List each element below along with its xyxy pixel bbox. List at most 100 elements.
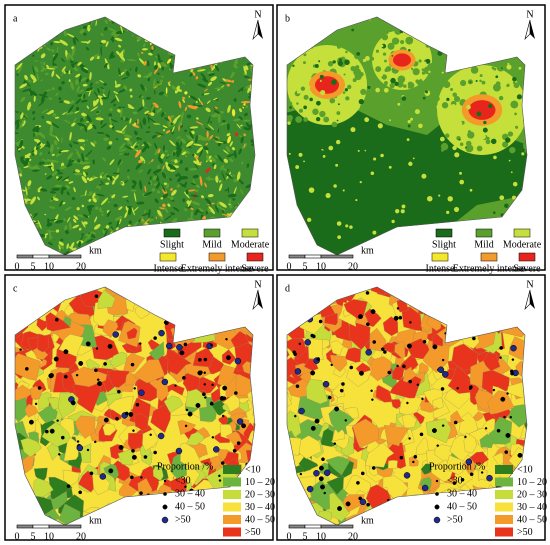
- legend-point-label: 30 – 40: [447, 488, 477, 499]
- terrain-patch: [157, 135, 161, 138]
- terrain-patch: [150, 180, 153, 185]
- terrain-patch: [25, 186, 28, 196]
- terrain-patch: [122, 129, 126, 133]
- terrain-patch: [134, 145, 139, 149]
- terrain-patch: [383, 87, 389, 93]
- terrain-patch: [227, 187, 230, 194]
- sample-point: [85, 341, 91, 347]
- unit-patch: [458, 411, 479, 436]
- terrain-patch: [318, 166, 324, 172]
- terrain-patch: [486, 177, 490, 182]
- terrain-patch: [412, 157, 415, 160]
- terrain-patch: [144, 107, 148, 109]
- terrain-patch: [69, 131, 72, 141]
- terrain-patch: [164, 214, 173, 221]
- sample-point: [184, 485, 187, 489]
- terrain-patch: [215, 205, 219, 213]
- terrain-patch: [19, 83, 28, 89]
- terrain-patch: [130, 189, 137, 192]
- sample-point: [408, 437, 411, 440]
- terrain-patch: [106, 175, 110, 178]
- unit-patch: [20, 437, 43, 458]
- terrain-patch: [99, 98, 103, 106]
- terrain-patch: [73, 187, 76, 193]
- terrain-patch: [87, 125, 93, 130]
- terrain-patch: [65, 230, 69, 235]
- terrain-patch: [117, 109, 122, 113]
- north-arrow-half: [524, 19, 531, 40]
- unit-patch: [369, 327, 387, 352]
- terrain-patch: [117, 106, 126, 109]
- terrain-patch: [185, 189, 189, 195]
- sample-point: [182, 376, 186, 380]
- mild-patch: [465, 144, 474, 153]
- terrain-patch: [192, 143, 203, 147]
- unit-patch: [37, 404, 58, 424]
- scale-segment: [48, 524, 82, 529]
- mild-patch: [400, 39, 405, 45]
- mild-patch: [421, 68, 425, 72]
- sample-point: [509, 369, 514, 374]
- terrain-patch: [27, 161, 31, 170]
- terrain-patch: [73, 172, 84, 176]
- terrain-patch: [54, 220, 64, 224]
- terrain-patch: [358, 207, 362, 211]
- terrain-patch: [309, 97, 313, 102]
- terrain-patch: [198, 97, 201, 103]
- terrain-patch: [319, 74, 324, 79]
- terrain-patch: [77, 122, 86, 127]
- terrain-patch: [16, 62, 23, 71]
- legend-label: 40 – 50: [517, 514, 547, 525]
- sample-point: [97, 381, 103, 387]
- terrain-patch: [190, 182, 197, 186]
- mild-patch: [384, 81, 388, 85]
- terrain-patch: [19, 139, 24, 149]
- mild-patch: [336, 111, 341, 115]
- terrain-patch: [73, 215, 79, 220]
- terrain-patch: [506, 64, 512, 70]
- mild-patch: [502, 141, 509, 148]
- terrain-patch: [407, 207, 413, 213]
- sample-point: [396, 364, 399, 368]
- terrain-patch: [97, 88, 101, 94]
- terrain-patch: [159, 207, 165, 210]
- terrain-patch: [152, 175, 158, 181]
- sample-point: [135, 402, 140, 407]
- terrain-patch: [200, 101, 204, 106]
- terrain-patch: [233, 118, 241, 122]
- legend-label: Slight: [160, 239, 184, 250]
- legend-point: [161, 516, 169, 524]
- terrain-patch: [183, 191, 190, 199]
- terrain-patch: [214, 87, 225, 90]
- terrain-patch: [428, 70, 431, 74]
- legend-label: 30 – 40: [245, 502, 275, 513]
- sample-point: [358, 496, 363, 501]
- terrain-patch: [162, 188, 168, 195]
- terrain-patch: [156, 214, 164, 220]
- mild-patch: [319, 110, 326, 118]
- legend-label: Moderate: [503, 239, 542, 250]
- terrain-patch: [41, 158, 47, 162]
- terrain-patch: [50, 42, 54, 46]
- north-arrow-half: [524, 289, 531, 310]
- terrain-patch: [186, 140, 194, 147]
- terrain-patch: [243, 143, 246, 148]
- terrain-patch: [133, 206, 139, 212]
- terrain-patch: [31, 153, 34, 156]
- terrain-patch: [148, 160, 152, 164]
- terrain-patch: [182, 198, 186, 203]
- terrain-patch: [149, 176, 152, 180]
- terrain-patch: [156, 109, 162, 113]
- terrain-patch: [24, 153, 31, 159]
- scale-segment: [304, 254, 322, 259]
- terrain-patch: [59, 39, 69, 46]
- terrain-patch: [174, 85, 180, 94]
- terrain-patch: [187, 200, 192, 208]
- terrain-patch: [27, 180, 32, 187]
- sample-point: [441, 424, 445, 427]
- terrain-patch: [68, 221, 72, 231]
- area-outline: [286, 16, 528, 256]
- terrain-patch: [138, 94, 142, 99]
- terrain-patch: [148, 52, 153, 56]
